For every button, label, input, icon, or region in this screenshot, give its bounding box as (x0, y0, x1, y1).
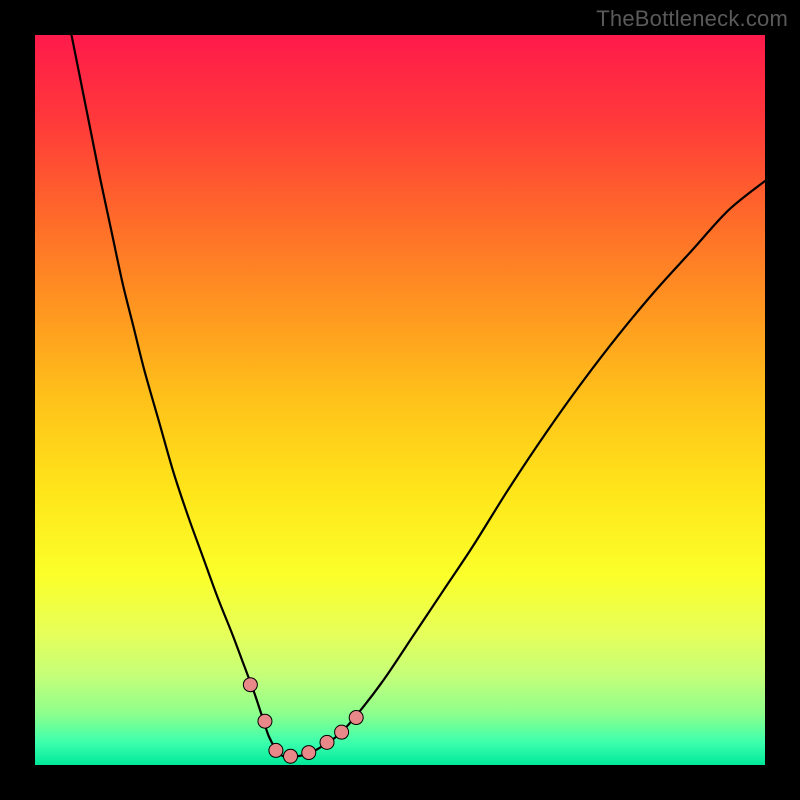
curve-marker (284, 749, 298, 763)
curve-marker (349, 711, 363, 725)
curve-marker (335, 725, 349, 739)
curve-marker (320, 735, 334, 749)
curve-marker (302, 746, 316, 760)
chart-container: TheBottleneck.com (0, 0, 800, 800)
curve-marker (269, 743, 283, 757)
chart-svg (0, 0, 800, 800)
curve-marker (258, 714, 272, 728)
curve-marker (243, 678, 257, 692)
